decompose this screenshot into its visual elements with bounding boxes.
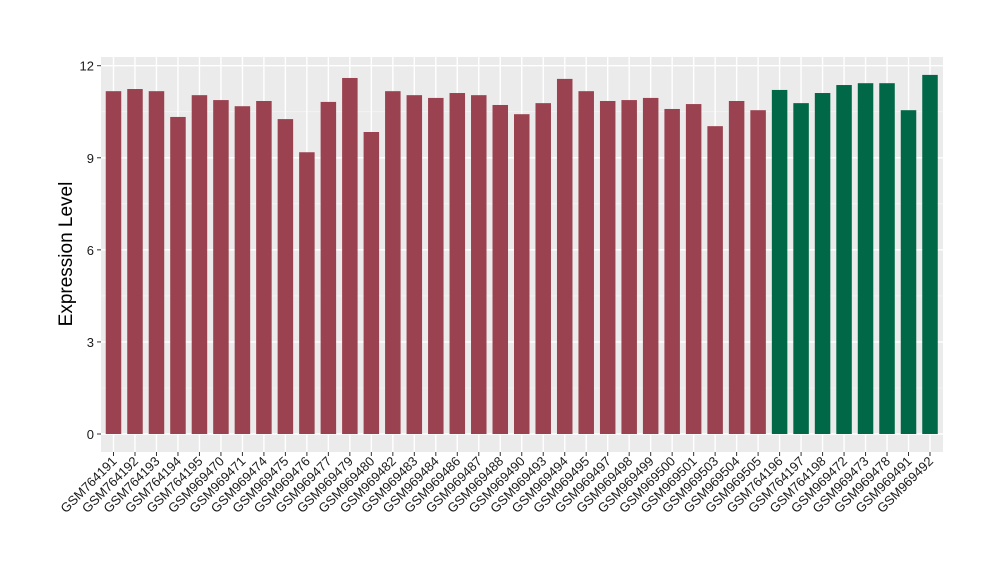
- bar-GSM969491: [900, 110, 917, 435]
- bar-GSM969497: [599, 100, 616, 434]
- bar-GSM969503: [707, 126, 723, 434]
- y-tick-label: 12: [80, 59, 94, 74]
- bar-GSM969483: [406, 95, 423, 434]
- bar-GSM969493: [535, 103, 551, 435]
- bar-GSM969480: [363, 131, 380, 434]
- y-tick-label: 9: [87, 151, 94, 166]
- bar-GSM969505: [750, 110, 766, 435]
- bar-GSM969500: [664, 108, 680, 434]
- bars: [105, 74, 938, 435]
- bar-GSM969482: [385, 91, 401, 435]
- bar-GSM764194: [170, 116, 186, 435]
- bar-GSM969488: [492, 104, 509, 434]
- bar-GSM969477: [320, 101, 337, 434]
- bar-GSM969499: [642, 97, 659, 435]
- bar-GSM969495: [578, 91, 594, 435]
- x-axis: GSM764191GSM764192GSM764193GSM764194GSM7…: [57, 452, 936, 516]
- bar-GSM969490: [514, 114, 530, 434]
- bar-GSM969478: [879, 83, 895, 435]
- bar-GSM764195: [191, 95, 208, 434]
- y-tick-label: 6: [87, 243, 94, 258]
- y-tick-label: 3: [87, 335, 94, 350]
- bar-GSM764192: [127, 89, 143, 434]
- y-tick-label: 0: [87, 427, 94, 442]
- bar-GSM969498: [621, 100, 637, 434]
- bar-GSM764193: [148, 91, 165, 435]
- bar-GSM969501: [685, 104, 702, 435]
- bar-GSM969474: [256, 100, 272, 434]
- bar-GSM969479: [342, 77, 358, 434]
- bar-GSM969484: [428, 97, 444, 435]
- bar-GSM764191: [105, 91, 122, 435]
- bar-GSM969471: [234, 106, 251, 434]
- bar-GSM764196: [771, 89, 788, 435]
- bar-GSM969494: [556, 78, 573, 435]
- bar-GSM969486: [449, 93, 466, 434]
- bar-GSM969504: [728, 100, 745, 434]
- bar-GSM764198: [814, 93, 831, 434]
- bar-GSM969470: [213, 100, 229, 434]
- bar-GSM969472: [836, 85, 852, 434]
- bar-GSM969475: [277, 119, 294, 434]
- bar-GSM764197: [793, 103, 809, 435]
- y-axis-label: Expression Level: [56, 182, 77, 327]
- bar-GSM969476: [299, 152, 315, 435]
- y-axis: 0 3 6 9 12: [80, 59, 101, 442]
- bar-GSM969473: [857, 83, 874, 435]
- bar-GSM969492: [922, 74, 938, 434]
- bar-GSM969487: [471, 95, 487, 434]
